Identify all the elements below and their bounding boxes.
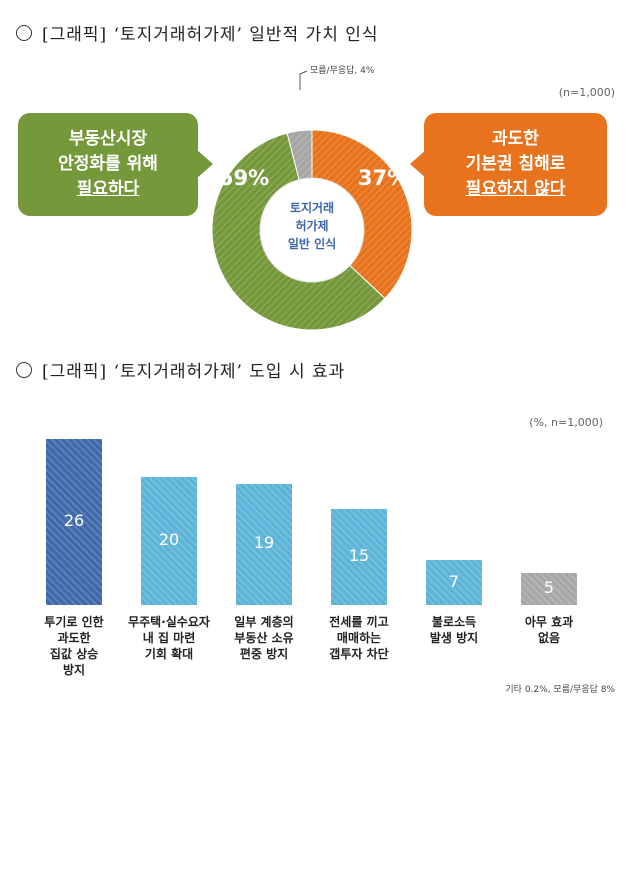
- bar-value-5: 5: [543, 578, 555, 598]
- bar-5: 5: [521, 573, 577, 605]
- pie-label-59: 59%: [219, 166, 269, 190]
- section2-title: [그래픽] ‘토지거래허가제’ 도입 시 효과: [16, 357, 345, 382]
- bar-4: 7: [426, 560, 482, 605]
- bar-value-3: 15: [348, 546, 370, 566]
- bar-value-1: 20: [158, 530, 180, 550]
- left-bubble: 부동산시장 안정화를 위해 필요하다: [18, 113, 198, 216]
- pie-center-line1: 토지거래: [290, 200, 334, 215]
- pie-center-line2: 허가제: [295, 218, 328, 233]
- bar-2: 19: [236, 483, 292, 605]
- bar-label-1: 무주택·실수요자 내 집 마련 기회 확대: [128, 615, 210, 661]
- bar-1: 20: [141, 477, 197, 605]
- bar-footnote: 기타 0.2%, 모름/무응답 8%: [505, 685, 615, 695]
- circle-bullet-icon: [16, 25, 32, 41]
- bar-label-5: 아무 효과 없음: [524, 615, 574, 645]
- bar-label-3: 전세를 끼고 매매하는 갭투자 차단: [329, 615, 389, 661]
- pie-chart: 토지거래 허가제 일반 인식 37% 59% 모름/무응답, 4%: [211, 64, 413, 331]
- small-label-leader: [299, 70, 308, 90]
- bar-label-0: 투기로 인한 과도한 집값 상승 방지: [44, 615, 104, 677]
- right-bubble: 과도한 기본권 침해로 필요하지 않다: [424, 113, 607, 216]
- bar-sample-note: (%, n=1,000): [529, 416, 603, 429]
- left-bubble-pointer: [197, 150, 213, 178]
- pie-center-line3: 일반 인식: [288, 236, 336, 251]
- pie-label-37: 37%: [358, 166, 408, 190]
- bar-value-4: 7: [448, 571, 460, 591]
- bar-label-4: 불로소득 발생 방지: [429, 615, 479, 645]
- bar-label-2: 일부 계층의 부동산 소유 편중 방지: [234, 615, 294, 661]
- right-bubble-pointer: [410, 150, 426, 178]
- bar-value-2: 19: [253, 533, 275, 553]
- pie-small-label: 모름/무응답, 4%: [310, 64, 375, 76]
- section1-title: [그래픽] ‘토지거래허가제’ 일반적 가치 인식: [16, 20, 379, 45]
- bar-value-0: 26: [63, 511, 85, 530]
- circle-bullet-icon: [16, 362, 32, 378]
- sample-note: (n=1,000): [558, 86, 615, 99]
- pie-center-hole: [259, 177, 365, 283]
- bar-3: 15: [331, 509, 387, 605]
- bar-0: 26: [46, 439, 102, 605]
